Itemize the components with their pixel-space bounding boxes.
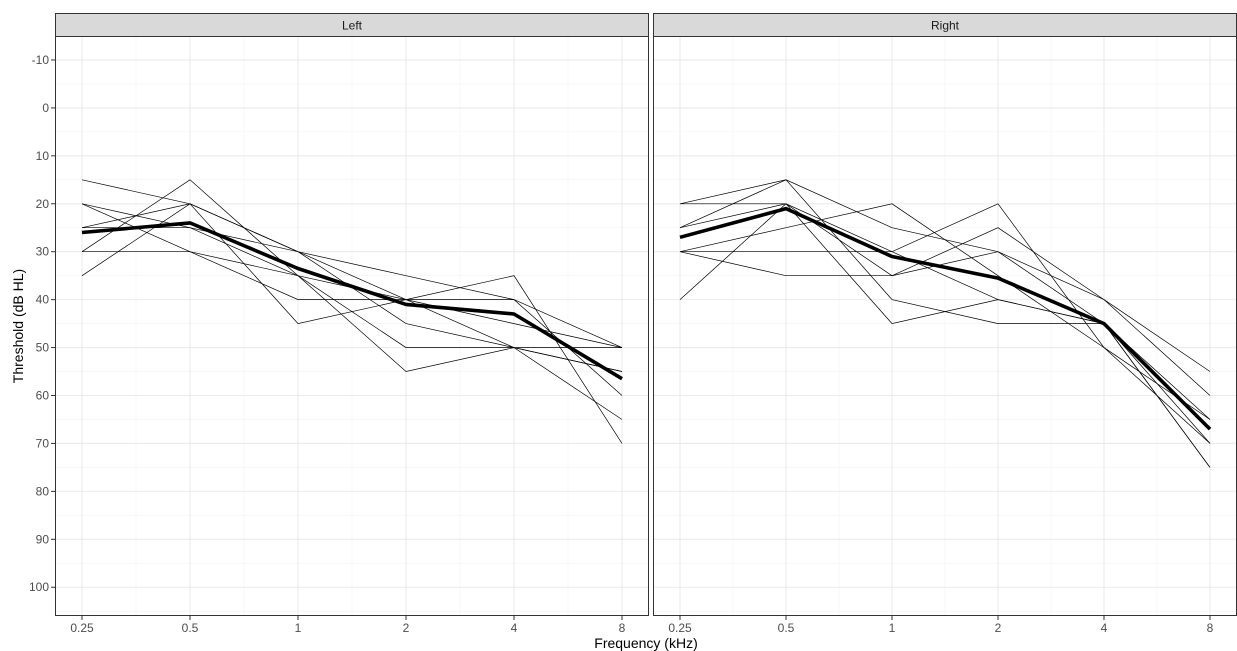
- x-tick-label: 4: [1101, 621, 1108, 635]
- x-tick-label: 1: [295, 621, 302, 635]
- individual-line-5: [679, 227, 1211, 396]
- strip-background: [55, 13, 649, 37]
- individual-line-8: [680, 203, 1211, 468]
- y-tick-label: 0: [42, 101, 49, 115]
- panel-right: Right 0.25 0.5 1 2 4 8: [653, 13, 1237, 635]
- y-tick-label: -10: [32, 53, 50, 67]
- individual-line-7: [81, 203, 623, 444]
- x-tick-label: 2: [403, 621, 410, 635]
- individual-line-8: [82, 227, 622, 348]
- y-tick-label: 80: [36, 484, 50, 498]
- x-tick-label: 0.25: [70, 621, 94, 635]
- y-tick-label: 90: [36, 532, 50, 546]
- y-tick-label: 100: [29, 580, 49, 594]
- y-tick-label: 40: [36, 293, 50, 307]
- y-tick-label: 30: [36, 245, 50, 259]
- individual-line-3: [679, 203, 1211, 444]
- y-tick-label: 60: [36, 389, 50, 403]
- x-tick-label: 0.25: [668, 621, 692, 635]
- y-axis-title: Threshold (dB HL): [10, 269, 26, 383]
- x-axis-title: Frequency (kHz): [594, 635, 697, 651]
- x-tick-label: 4: [511, 621, 518, 635]
- mean-line: [679, 206, 1212, 431]
- y-tick-label: 10: [36, 149, 50, 163]
- y-tick-label: 70: [36, 436, 50, 450]
- x-tick-label: 2: [995, 621, 1002, 635]
- strip-label: Left: [342, 19, 363, 33]
- individual-line-7: [680, 203, 1211, 420]
- strip-label: Right: [931, 19, 960, 33]
- individual-line-6: [81, 179, 623, 420]
- x-tick-label: 1: [889, 621, 896, 635]
- individual-line-3: [81, 203, 623, 348]
- x-tick-label: 0.5: [778, 621, 795, 635]
- panel-left: Left 0.25 0.5 1 2 4 8: [55, 13, 649, 635]
- x-tick-label: 8: [619, 621, 626, 635]
- x-tick-label: 0.5: [182, 621, 199, 635]
- y-tick-label: 20: [36, 197, 50, 211]
- y-tick-label: 50: [36, 341, 50, 355]
- x-tick-label: 8: [1207, 621, 1214, 635]
- mean-line: [81, 221, 623, 381]
